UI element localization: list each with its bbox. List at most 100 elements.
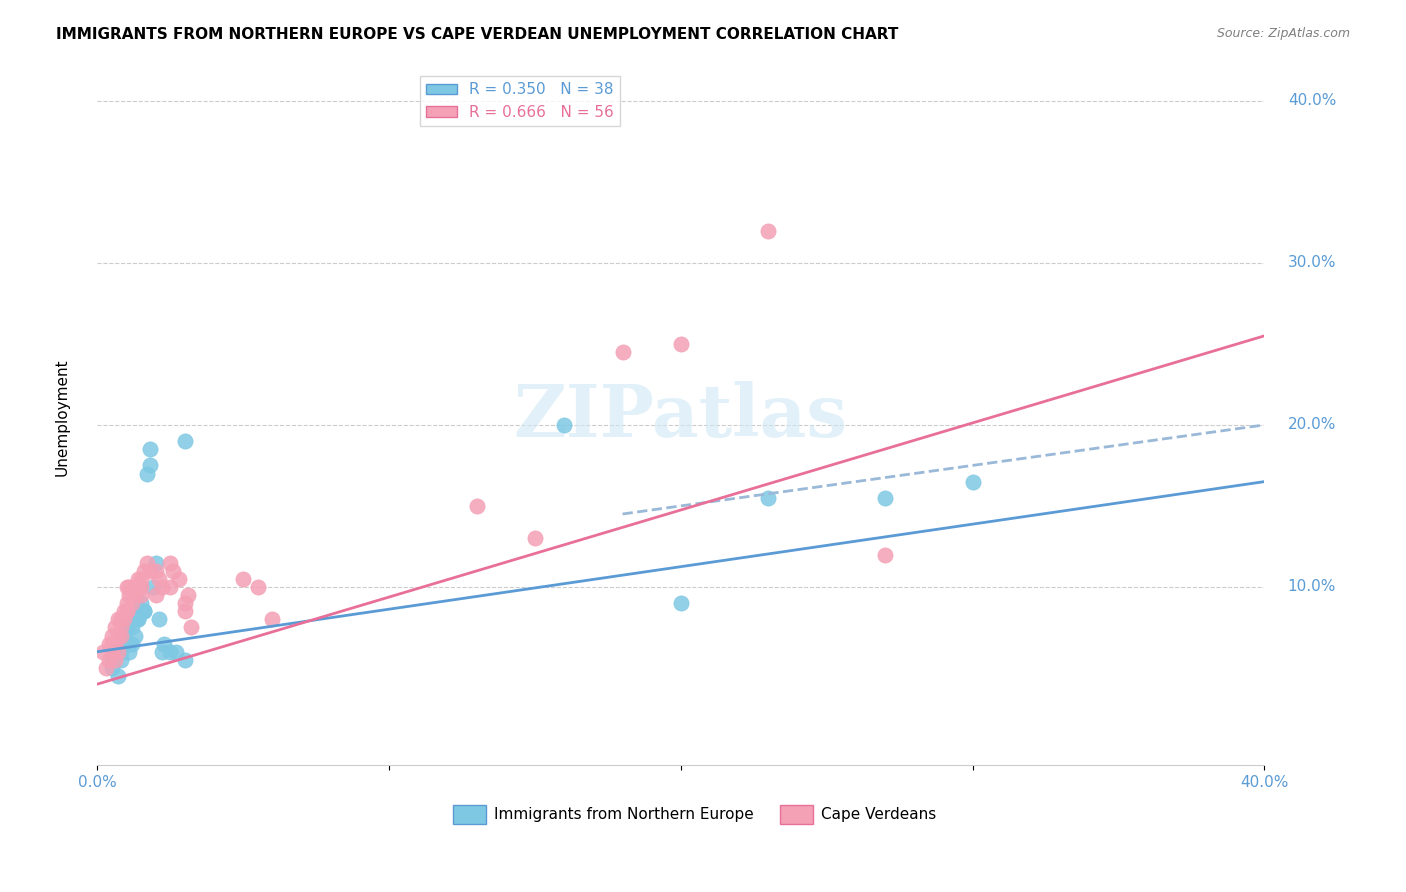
Text: Cape Verdeans: Cape Verdeans (821, 807, 936, 822)
Point (174, 434, 197, 449)
Point (127, 612, 149, 626)
Point (465, 499, 488, 513)
Point (129, 604, 152, 618)
Point (107, 645, 129, 659)
Text: Immigrants from Northern Europe: Immigrants from Northern Europe (494, 807, 754, 822)
Point (101, 653, 124, 667)
Point (94, 661, 117, 675)
Point (115, 637, 138, 651)
Point (669, 337, 692, 351)
Point (129, 588, 152, 602)
Point (262, 612, 284, 626)
Text: 30.0%: 30.0% (1288, 255, 1336, 270)
Point (150, 580, 173, 594)
Point (127, 580, 149, 594)
Point (110, 645, 132, 659)
Point (139, 458, 162, 473)
Point (246, 580, 269, 594)
Point (127, 572, 149, 586)
Point (101, 661, 124, 675)
Point (110, 612, 132, 626)
Point (110, 653, 132, 667)
Point (115, 604, 138, 618)
Point (124, 628, 146, 642)
Point (101, 645, 124, 659)
Point (112, 628, 135, 642)
Point (553, 417, 575, 432)
Legend: R = 0.350   N = 38, R = 0.666   N = 56: R = 0.350 N = 38, R = 0.666 N = 56 (420, 76, 620, 126)
Point (145, 564, 167, 578)
Point (124, 612, 146, 626)
Point (104, 637, 127, 651)
Point (112, 612, 135, 626)
Text: Unemployment: Unemployment (55, 358, 70, 475)
Point (110, 628, 132, 642)
Point (129, 580, 152, 594)
FancyBboxPatch shape (780, 805, 813, 824)
Point (112, 604, 135, 618)
Point (121, 637, 143, 651)
Point (118, 645, 141, 659)
Point (127, 612, 149, 626)
Point (98, 653, 121, 667)
Text: 10.0%: 10.0% (1288, 580, 1336, 594)
Text: ZIPatlas: ZIPatlas (513, 381, 848, 452)
FancyBboxPatch shape (453, 805, 486, 824)
Point (758, 223, 780, 237)
Point (177, 588, 200, 602)
Point (145, 556, 167, 570)
Point (145, 588, 167, 602)
Point (148, 612, 170, 626)
Text: 20.0%: 20.0% (1288, 417, 1336, 433)
Point (121, 596, 143, 610)
Point (129, 572, 152, 586)
Point (758, 491, 780, 505)
Point (124, 588, 146, 602)
Point (669, 596, 692, 610)
Point (139, 442, 162, 457)
Point (101, 628, 124, 642)
Point (162, 564, 184, 578)
Point (107, 645, 129, 659)
Point (232, 572, 254, 586)
Point (159, 580, 181, 594)
Point (107, 628, 129, 642)
Point (524, 531, 547, 545)
Point (165, 645, 187, 659)
Point (136, 467, 159, 481)
Point (115, 596, 138, 610)
Point (104, 653, 127, 667)
Point (136, 556, 159, 570)
Point (118, 580, 141, 594)
Point (875, 491, 897, 505)
Point (159, 556, 181, 570)
Point (110, 620, 132, 634)
Point (153, 637, 176, 651)
Point (159, 645, 181, 659)
Point (107, 669, 129, 683)
Text: 40.0%: 40.0% (1288, 94, 1336, 109)
Point (174, 596, 197, 610)
Point (142, 580, 165, 594)
Point (150, 645, 173, 659)
Point (139, 564, 162, 578)
Point (167, 572, 190, 586)
Point (101, 637, 124, 651)
Point (132, 564, 155, 578)
Point (174, 604, 197, 618)
Point (124, 580, 146, 594)
Point (98, 637, 121, 651)
Point (148, 572, 170, 586)
Point (129, 596, 152, 610)
Point (612, 345, 634, 359)
Point (107, 612, 129, 626)
Point (132, 604, 155, 618)
Point (91, 645, 114, 659)
Point (132, 604, 155, 618)
Point (115, 620, 138, 634)
Point (180, 620, 202, 634)
Point (875, 548, 897, 562)
Point (118, 588, 141, 602)
Point (115, 580, 138, 594)
Point (104, 645, 127, 659)
